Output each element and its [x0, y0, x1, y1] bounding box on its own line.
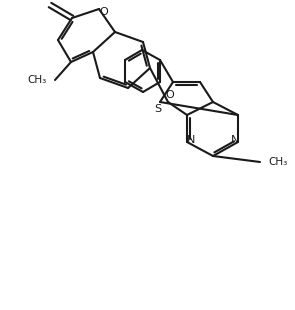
- Text: O: O: [165, 90, 174, 100]
- Text: N: N: [231, 135, 239, 145]
- Text: O: O: [100, 7, 108, 17]
- Text: N: N: [187, 135, 195, 145]
- Text: CH₃: CH₃: [268, 157, 287, 167]
- Text: S: S: [155, 104, 162, 114]
- Text: CH₃: CH₃: [28, 75, 47, 85]
